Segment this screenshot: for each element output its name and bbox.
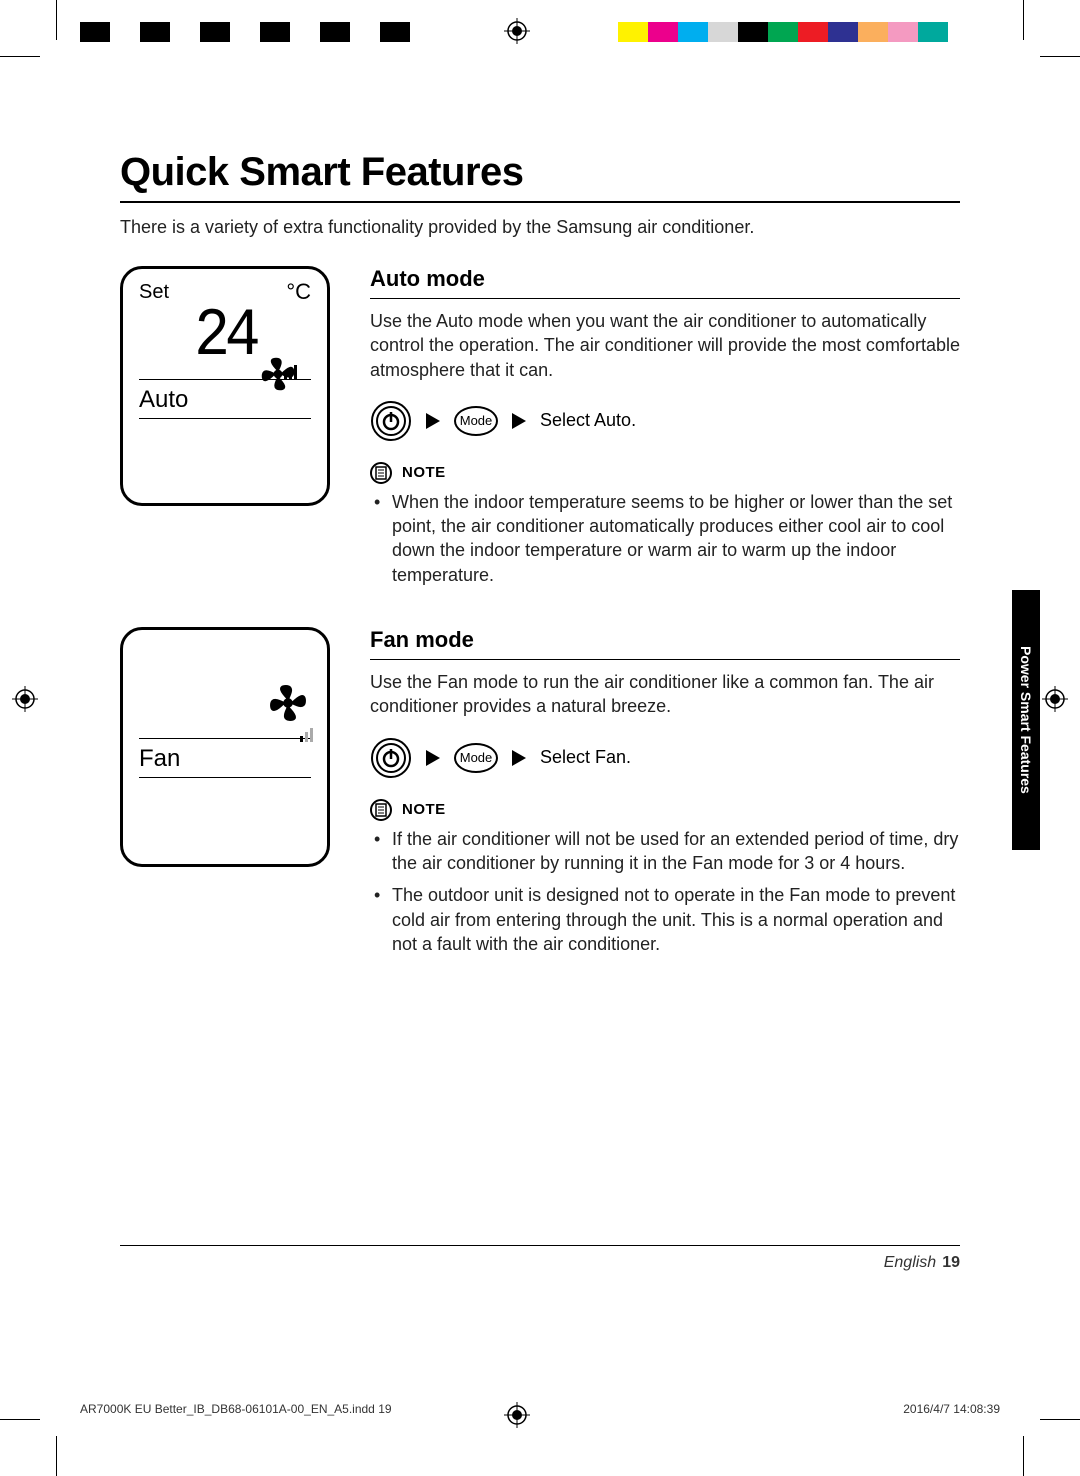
fan-mode-steps: Mode Select Fan. [370,737,960,779]
note-item: If the air conditioner will not be used … [374,827,960,876]
power-button-icon [370,400,412,442]
footer-language: English19 [884,1254,960,1272]
fan-mode-desc: Use the Fan mode to run the air conditio… [370,670,960,719]
mode-button-icon: Mode [454,743,498,773]
color-bar-left [80,22,410,42]
registration-mark-icon [12,686,38,712]
page-content: Quick Smart Features There is a variety … [120,150,960,1296]
registration-mark-icon [1042,686,1068,712]
crop-mark [1040,1419,1080,1420]
crop-mark [0,1419,40,1420]
intro-text: There is a variety of extra functionalit… [120,217,960,238]
note-label: NOTE [402,464,446,481]
registration-mark-icon [504,1402,530,1428]
registration-mark-icon [504,18,530,44]
auto-mode-desc: Use the Auto mode when you want the air … [370,309,960,382]
color-bar-right [618,22,948,42]
signal-bars-icon [300,728,313,742]
footer-rule [120,1245,960,1246]
print-timestamp: 2016/4/7 14:08:39 [903,1402,1000,1416]
note-item: When the indoor temperature seems to be … [374,490,960,587]
step-text: Select Auto. [540,410,636,431]
remote-display-fan: Fan [120,627,330,867]
crop-mark [56,0,57,40]
side-tab: Power Smart Features [1012,590,1040,850]
page-title: Quick Smart Features [120,150,960,203]
note-label: NOTE [402,801,446,818]
crop-mark [1040,56,1080,57]
mode-label: Fan [139,745,311,773]
arrow-right-icon [426,413,440,429]
arrow-right-icon [426,750,440,766]
crop-mark [1023,0,1024,40]
note-icon [370,799,392,821]
note-item: The outdoor unit is designed not to oper… [374,883,960,956]
note-header: NOTE [370,799,960,821]
note-icon [370,462,392,484]
auto-mode-steps: Mode Select Auto. [370,400,960,442]
crop-mark [0,56,40,57]
mode-button-icon: Mode [454,406,498,436]
auto-mode-section: Set °C 24 Auto Auto mode Use the Auto mo… [120,266,960,595]
remote-display-auto: Set °C 24 Auto [120,266,330,506]
signal-bars-icon [284,365,297,379]
note-header: NOTE [370,462,960,484]
auto-mode-heading: Auto mode [370,266,960,299]
fan-icon [267,682,309,724]
auto-mode-notes: When the indoor temperature seems to be … [370,490,960,587]
indd-filename: AR7000K EU Better_IB_DB68-06101A-00_EN_A… [80,1402,392,1416]
crop-mark [1023,1436,1024,1476]
arrow-right-icon [512,750,526,766]
temperature-value: 24 [139,298,311,375]
step-text: Select Fan. [540,747,631,768]
arrow-right-icon [512,413,526,429]
power-button-icon [370,737,412,779]
fan-mode-notes: If the air conditioner will not be used … [370,827,960,956]
crop-mark [56,1436,57,1476]
fan-mode-heading: Fan mode [370,627,960,660]
fan-mode-section: Fan Fan mode Use the Fan mode to run the… [120,627,960,964]
